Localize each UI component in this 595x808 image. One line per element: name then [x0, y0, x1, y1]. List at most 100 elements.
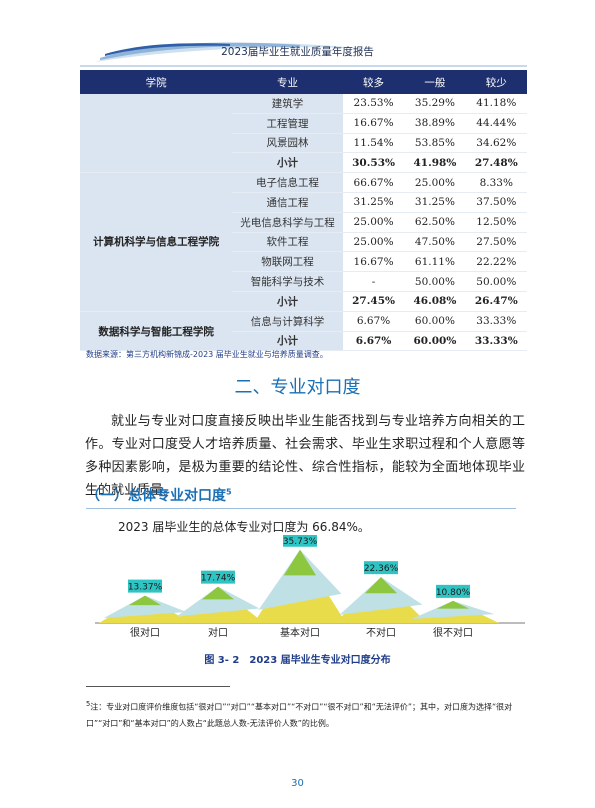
- value-cell: 34.62%: [465, 133, 527, 154]
- header-title: 2023届毕业生就业质量年度报告: [221, 46, 374, 58]
- bar-teal-layer: [176, 586, 260, 617]
- table-row: 工程管理 16.67% 38.89% 44.44%: [80, 113, 527, 134]
- college-cell: [80, 94, 233, 174]
- data-label-bg: [283, 535, 317, 547]
- college-cell: 计算机科学与信息工程学院: [80, 172, 233, 312]
- table-row: 软件工程 25.00% 47.50% 27.50%: [80, 232, 527, 253]
- value-cell: -: [342, 271, 405, 292]
- bar-green-layer: [201, 586, 235, 600]
- table-row: 计算机科学与信息工程学院 电子信息工程 66.67% 25.00% 8.33%: [80, 172, 527, 312]
- major-cell: 光电信息科学与工程: [232, 212, 343, 233]
- bar-teal-layer: [258, 549, 342, 610]
- chart-bar: 10.80% 很不对口: [407, 584, 499, 639]
- data-label-bg: [436, 584, 470, 598]
- subsection-title-text: （一）总体专业对口度: [86, 488, 226, 504]
- chart-bar: 35.73% 基本对口: [254, 535, 346, 639]
- bar-green-layer: [364, 577, 398, 594]
- subtotal-row: 小计 30.53% 41.98% 27.48%: [80, 152, 527, 174]
- table-row: 数据科学与智能工程学院 信息与计算科学 6.67% 60.00% 33.33%: [80, 311, 527, 352]
- major-cell: 电子信息工程: [232, 172, 343, 193]
- page-number: 30: [291, 778, 304, 789]
- footnote-text: 注：专业对口度评价维度包括“很对口”“对口”“基本对口”“不对口”“很不对口”和…: [86, 702, 513, 728]
- value-cell: 12.50%: [465, 212, 527, 233]
- subtotal-label: 小计: [232, 331, 343, 352]
- table-row: 物联网工程 16.67% 61.11% 22.22%: [80, 251, 527, 273]
- table-row: 建筑学 23.53% 35.29% 41.18%: [80, 94, 527, 174]
- category-label: 对口: [208, 626, 228, 639]
- value-cell: 44.44%: [465, 113, 527, 134]
- value-cell: 41.18%: [465, 94, 527, 114]
- value-cell: 25.00%: [342, 232, 405, 253]
- value-cell: 27.45%: [342, 291, 405, 312]
- value-cell: 31.25%: [404, 192, 466, 213]
- satisfaction-chart: 13.37% 很对口 17.74% 对口 35.73% 基本对口 22.36% 不对口 10.8…: [95, 535, 525, 639]
- footnote-ref: 5: [226, 487, 232, 497]
- chart-bar: 13.37% 很对口: [99, 579, 191, 639]
- subtotal-label: 小计: [232, 152, 343, 174]
- value-cell: 25.00%: [404, 172, 466, 193]
- value-cell: 62.50%: [404, 212, 466, 233]
- major-cell: 软件工程: [232, 232, 343, 253]
- bar-green-layer: [436, 600, 470, 609]
- value-cell: 22.22%: [465, 251, 527, 273]
- value-cell: 27.50%: [465, 232, 527, 253]
- value-cell: 33.33%: [465, 311, 527, 332]
- table-row: 光电信息科学与工程 25.00% 62.50% 12.50%: [80, 212, 527, 233]
- value-cell: 26.47%: [465, 291, 527, 312]
- table-row: 通信工程 31.25% 31.25% 37.50%: [80, 192, 527, 213]
- category-label: 不对口: [366, 626, 396, 639]
- footnote: 5注：专业对口度评价维度包括“很对口”“对口”“基本对口”“不对口”“很不对口”…: [86, 696, 526, 732]
- value-cell: 46.08%: [404, 291, 466, 312]
- value-cell: 6.67%: [342, 311, 405, 332]
- value-cell: 6.67%: [342, 331, 405, 352]
- major-cell: 物联网工程: [232, 251, 343, 273]
- major-cell: 信息与计算科学: [232, 311, 343, 332]
- body-paragraph: 就业与专业对口度直接反映出毕业生能否找到与专业培养方向相关的工作。专业对口度受人…: [85, 414, 525, 498]
- value-cell: 23.53%: [342, 94, 405, 114]
- value-cell: 16.67%: [342, 251, 405, 273]
- subsection-rule: [86, 508, 516, 509]
- col-header-general: 一般: [404, 70, 466, 94]
- value-cell: 30.53%: [342, 152, 405, 174]
- major-cell: 风景园林: [232, 133, 343, 154]
- major-cell: 工程管理: [232, 113, 343, 134]
- col-header-less: 较少: [465, 70, 527, 94]
- value-cell: 16.67%: [342, 113, 405, 134]
- data-label: 22.36%: [364, 564, 399, 574]
- data-label: 35.73%: [283, 537, 318, 547]
- category-label: 基本对口: [280, 626, 320, 639]
- chart-bar: 17.74% 对口: [172, 570, 264, 639]
- chart-intro: 2023 届毕业生的总体专业对口度为 66.84%。: [118, 520, 370, 534]
- employment-table: 学院 专业 较多 一般 较少 建筑学 23.53% 35.29% 41.18% …: [80, 70, 527, 352]
- col-header-more: 较多: [342, 70, 405, 94]
- data-label-bg: [364, 561, 398, 575]
- subtotal-label: 小计: [232, 291, 343, 312]
- value-cell: 50.00%: [465, 271, 527, 292]
- category-label: 很不对口: [433, 626, 473, 639]
- value-cell: 37.50%: [465, 192, 527, 213]
- subtotal-row: 小计 27.45% 46.08% 26.47%: [80, 291, 527, 312]
- data-label: 13.37%: [128, 583, 163, 593]
- major-cell: 智能科学与技术: [232, 271, 343, 292]
- table-row: 风景园林 11.54% 53.85% 34.62%: [80, 133, 527, 154]
- value-cell: 60.00%: [404, 331, 466, 352]
- bar-teal-layer: [103, 595, 187, 619]
- college-cell: 数据科学与智能工程学院: [80, 311, 233, 352]
- col-header-college: 学院: [80, 70, 233, 94]
- data-label: 10.80%: [436, 588, 471, 598]
- major-cell: 通信工程: [232, 192, 343, 213]
- col-header-major: 专业: [232, 70, 343, 94]
- bar-teal-layer: [339, 577, 423, 615]
- major-cell: 建筑学: [232, 94, 343, 114]
- subsection-title: （一）总体专业对口度5: [86, 485, 232, 505]
- table-row: 智能科学与技术 - 50.00% 50.00%: [80, 271, 527, 292]
- value-cell: 41.98%: [404, 152, 466, 174]
- section-title: 二、专业对口度: [234, 377, 361, 398]
- value-cell: 31.25%: [342, 192, 405, 213]
- value-cell: 61.11%: [404, 251, 466, 273]
- value-cell: 53.85%: [404, 133, 466, 154]
- figure-caption: 图 3- 2 2023 届毕业生专业对口度分布: [204, 655, 391, 666]
- chart-bar: 22.36% 不对口: [335, 561, 427, 639]
- bar-teal-layer: [411, 600, 495, 620]
- data-label-bg: [201, 570, 235, 584]
